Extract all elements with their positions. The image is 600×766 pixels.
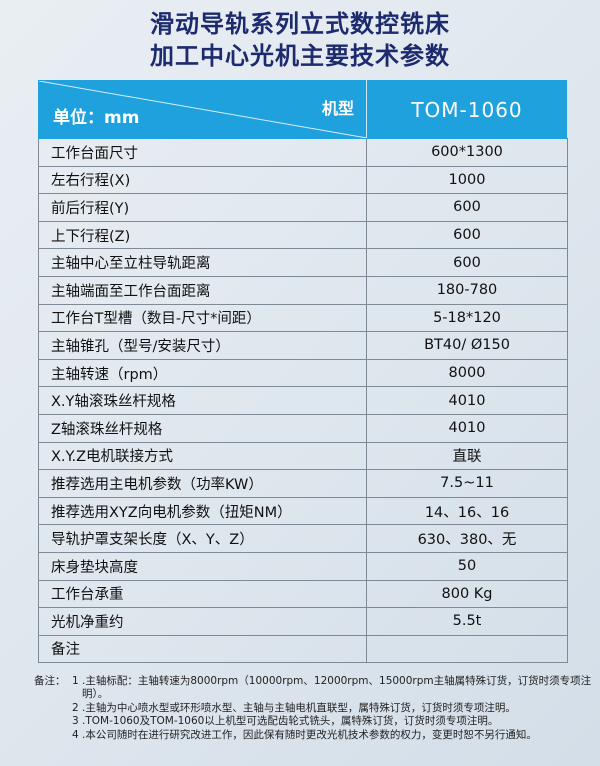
table-row: 主轴中心至立柱导轨距离 600 bbox=[38, 248, 568, 277]
note-item: 4 .本公司随时在进行研究改进工作，因此保有随时更改光机技术参数的权力，变更时恕… bbox=[72, 728, 537, 741]
notes-label: 备注： bbox=[34, 675, 66, 687]
spec-value: 630、380、无 bbox=[366, 524, 568, 553]
spec-value: 600 bbox=[366, 193, 568, 222]
spec-name: 主轴锥孔（型号/安装尺寸） bbox=[38, 331, 367, 360]
table-row: 推荐选用XYZ向电机参数（扭矩NM） 14、16、16 bbox=[38, 496, 568, 526]
unit-label: 单位：mm bbox=[53, 108, 140, 128]
note-item: 2 .主轴为中心喷水型或环形喷水型、主轴与主轴电机直联型，属特殊订货，订货时须专… bbox=[72, 701, 516, 714]
table-row: 主轴端面至工作台面距离 180-780 bbox=[38, 275, 568, 305]
spec-value: 600 bbox=[366, 248, 568, 277]
spec-name: 主轴端面至工作台面距离 bbox=[38, 275, 367, 305]
spec-value: 直联 bbox=[366, 441, 568, 471]
spec-value: 1000 bbox=[366, 165, 568, 195]
spec-value: 800 Kg bbox=[366, 579, 568, 609]
spec-name: 工作台T型槽（数目-尺寸*间距） bbox=[38, 303, 367, 333]
table-row: 光机净重约 5.5t bbox=[38, 607, 568, 636]
spec-value: 600*1300 bbox=[366, 138, 568, 167]
spec-value: 8000 bbox=[366, 358, 568, 388]
spec-name: 床身垫块高度 bbox=[38, 551, 367, 581]
diagonal-header-cell: 机型 单位：mm bbox=[38, 80, 367, 139]
spec-value: 14、16、16 bbox=[366, 496, 568, 526]
spec-name: 推荐选用主电机参数（功率KW） bbox=[38, 469, 367, 498]
spec-name: 光机净重约 bbox=[38, 607, 367, 636]
table-row: 导轨护罩支架长度（X、Y、Z） 630、380、无 bbox=[38, 524, 568, 553]
table-row: 工作台面尺寸 600*1300 bbox=[38, 138, 568, 167]
table-row: 主轴锥孔（型号/安装尺寸） BT40/ Ø150 bbox=[38, 331, 568, 360]
table-row: 推荐选用主电机参数（功率KW） 7.5~11 bbox=[38, 469, 568, 498]
notes-section: 备注： 1 .主轴标配：主轴转速为8000rpm（10000rpm、12000r… bbox=[34, 675, 592, 742]
table-header-row: 机型 单位：mm TOM-1060 bbox=[38, 80, 568, 139]
spec-name: 左右行程(X) bbox=[38, 165, 367, 195]
table-row: 床身垫块高度 50 bbox=[38, 551, 568, 581]
spec-value: 600 bbox=[366, 220, 568, 250]
spec-value: 180-780 bbox=[366, 275, 568, 305]
note-item: 1 .主轴标配：主轴转速为8000rpm（10000rpm、12000rpm、1… bbox=[72, 675, 592, 701]
page-title-line-1: 滑动导轨系列立式数控铣床 bbox=[150, 10, 450, 38]
spec-value: 5.5t bbox=[366, 607, 568, 636]
spec-name: 导轨护罩支架长度（X、Y、Z） bbox=[38, 524, 367, 553]
diagonal-line bbox=[39, 81, 367, 138]
spec-name: 主轴转速（rpm） bbox=[38, 358, 367, 388]
spec-name: 前后行程(Y) bbox=[38, 193, 367, 222]
spec-value: 7.5~11 bbox=[366, 469, 568, 498]
page-title-line-2: 加工中心光机主要技术参数 bbox=[150, 42, 450, 70]
spec-value: 4010 bbox=[366, 386, 568, 415]
model-label: 机型 bbox=[321, 99, 354, 118]
spec-name: 主轴中心至立柱导轨距离 bbox=[38, 248, 367, 277]
spec-value: 5-18*120 bbox=[366, 303, 568, 333]
spec-name: X.Y.Z电机联接方式 bbox=[38, 441, 367, 471]
table-row: 主轴转速（rpm） 8000 bbox=[38, 358, 568, 388]
table-row: 工作台承重 800 Kg bbox=[38, 579, 568, 609]
spec-value: 50 bbox=[366, 551, 568, 581]
note-item: 3 .TOM-1060及TOM-1060以上机型可选配齿轮式铣头，属特殊订货，订… bbox=[72, 715, 499, 728]
spec-name: 备注 bbox=[38, 634, 367, 664]
table-row: 备注 bbox=[38, 634, 568, 664]
table-row: 上下行程(Z) 600 bbox=[38, 220, 568, 250]
spec-value: 4010 bbox=[366, 413, 568, 443]
spec-name: 推荐选用XYZ向电机参数（扭矩NM） bbox=[38, 496, 367, 526]
spec-value: BT40/ Ø150 bbox=[366, 331, 568, 360]
table-row: Z轴滚珠丝杆规格 4010 bbox=[38, 413, 568, 443]
table-row: 工作台T型槽（数目-尺寸*间距） 5-18*120 bbox=[38, 303, 568, 333]
spec-name: Z轴滚珠丝杆规格 bbox=[38, 413, 367, 443]
spec-name: 工作台面尺寸 bbox=[38, 138, 367, 167]
spec-name: 工作台承重 bbox=[38, 579, 367, 609]
spec-table: 机型 单位：mm TOM-1060 工作台面尺寸 600*1300 左右行程(X) 1… bbox=[38, 80, 568, 664]
table-row: X.Y.Z电机联接方式 直联 bbox=[38, 441, 568, 471]
spec-value bbox=[366, 634, 568, 664]
spec-name: 上下行程(Z) bbox=[38, 220, 367, 250]
table-row: 前后行程(Y) 600 bbox=[38, 193, 568, 222]
model-name: TOM-1060 bbox=[366, 80, 568, 139]
table-row: X.Y轴滚珠丝杆规格 4010 bbox=[38, 386, 568, 415]
table-row: 左右行程(X) 1000 bbox=[38, 165, 568, 195]
spec-name: X.Y轴滚珠丝杆规格 bbox=[38, 386, 367, 415]
